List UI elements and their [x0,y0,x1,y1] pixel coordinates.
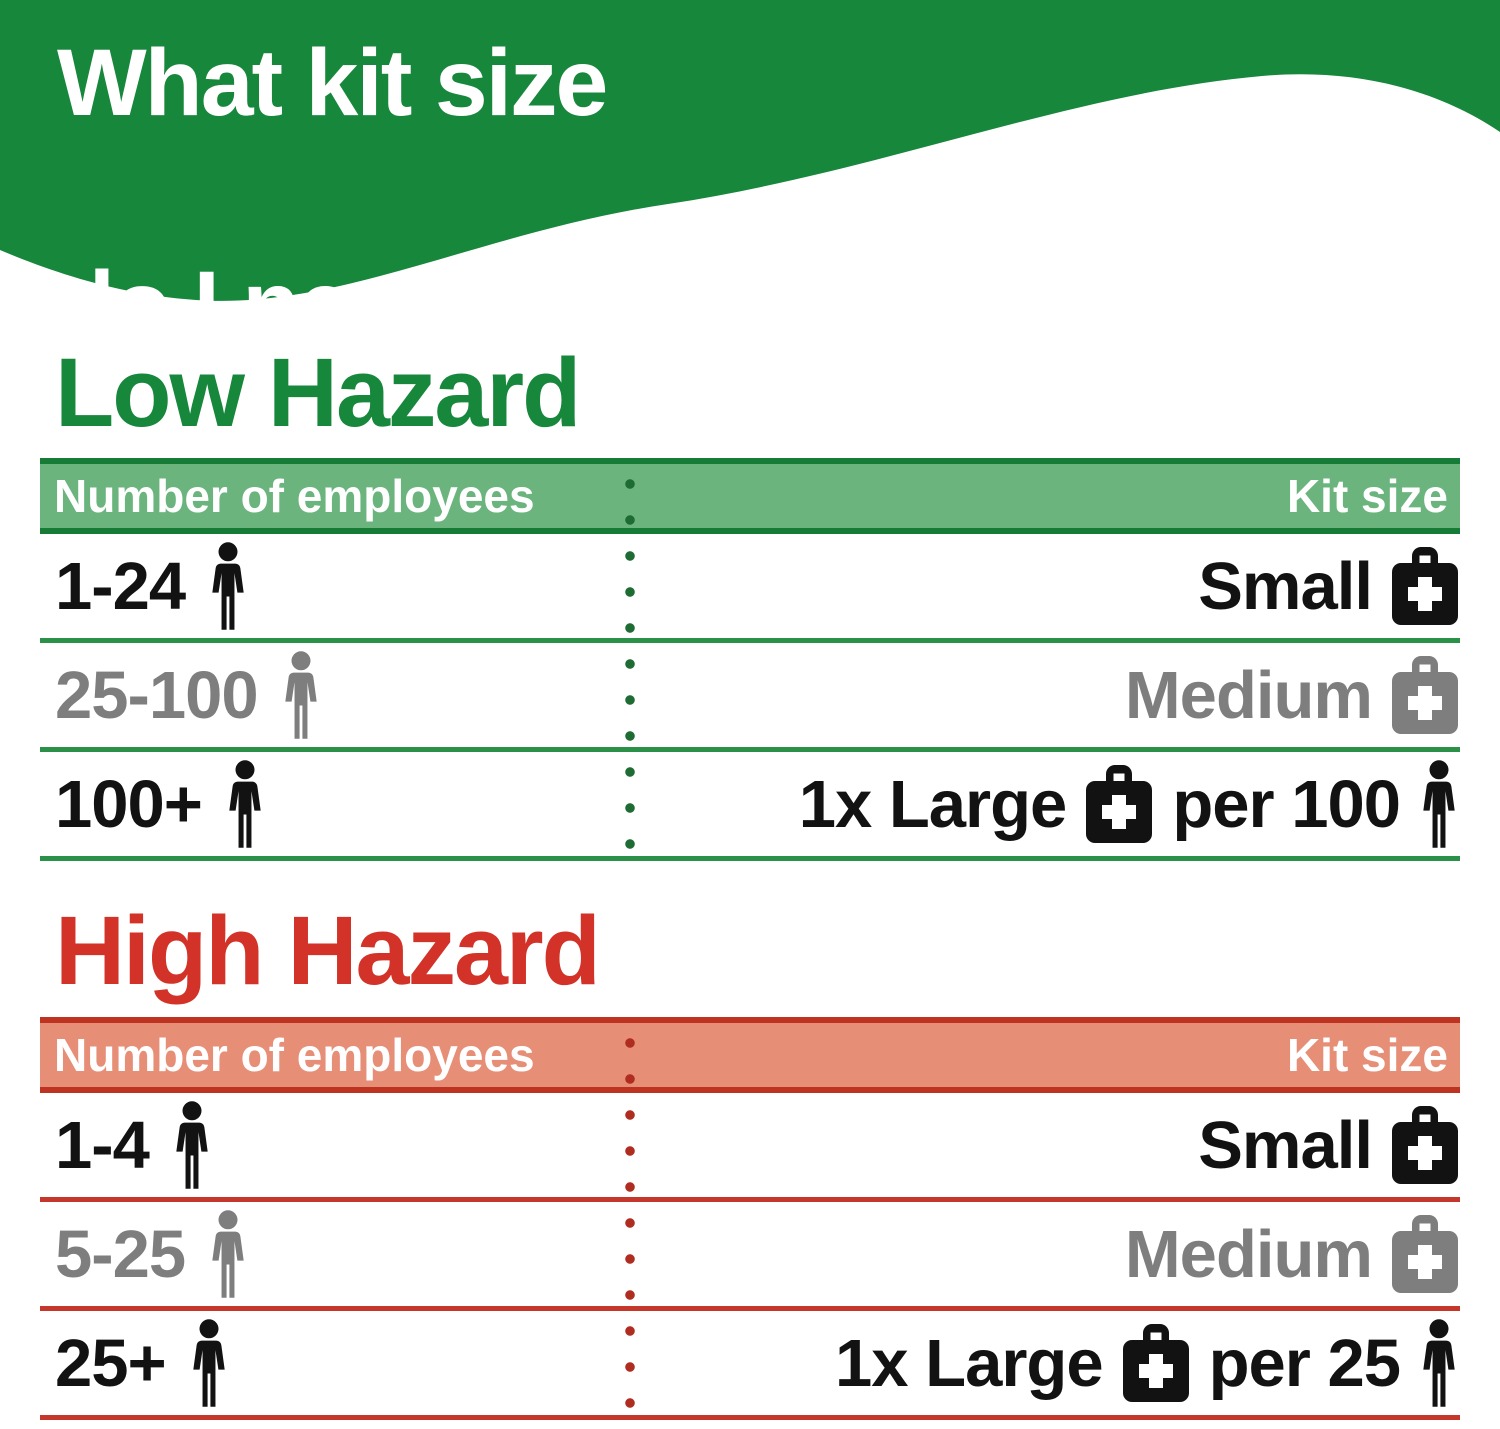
first-aid-kit-icon [1122,1324,1189,1402]
employee-range: 25+ [55,1325,167,1401]
high-table-header: Number of employees Kit size [40,1017,1460,1093]
employee-range: 25-100 [55,657,259,733]
employees-cell: 25-100 [55,651,320,739]
kit-size-column-header: Kit size [1286,470,1448,522]
employee-range: 1-24 [55,548,186,624]
high-hazard-heading: High Hazard [55,896,601,1005]
kit-size-label: Small [1198,548,1373,624]
kit-size-cell: 1x Large per 25 [835,1319,1458,1407]
kit-size-label: Small [1198,1107,1373,1183]
table-row: 25+ 1x Large per 25 [40,1311,1460,1420]
kit-size-prefix: 1x Large [835,1325,1104,1401]
employees-cell: 100+ [55,760,264,848]
first-aid-kit-icon [1392,656,1458,734]
person-icon [1423,760,1455,848]
first-aid-kit-icon [1392,547,1458,625]
employee-range: 1-4 [55,1107,150,1183]
person-icon [212,542,244,630]
kit-size-label: Medium [1124,1216,1373,1292]
person-icon [229,760,261,848]
column-divider-dotted-line [624,458,636,861]
low-hazard-table: Number of employees Kit size 1-24 Small … [40,458,1460,861]
table-row: 100+ 1x Large per 100 [40,752,1460,861]
person-icon [192,1319,225,1407]
kit-size-suffix: per 100 [1172,766,1401,842]
page-title-line1: What kit size [57,30,608,136]
kit-size-cell: Small [1198,1106,1458,1184]
employees-cell: 1-4 [55,1101,211,1189]
page-title-line2: do I need? [57,252,514,359]
kit-size-label: Medium [1124,657,1373,733]
person-icon [1423,1319,1455,1407]
table-row: 25-100 Medium [40,643,1460,752]
kit-size-cell: Medium [1125,1215,1458,1293]
low-table-header: Number of employees Kit size [40,458,1460,534]
table-row: 5-25 Medium [40,1202,1460,1311]
employees-cell: 25+ [55,1319,228,1407]
employees-cell: 5-25 [55,1210,247,1298]
kit-size-cell: Medium [1125,656,1458,734]
employee-range: 100+ [55,766,203,842]
kit-size-column-header: Kit size [1286,1029,1448,1081]
kit-size-suffix: per 25 [1208,1325,1401,1401]
person-icon [212,1210,244,1298]
employees-cell: 1-24 [55,542,247,630]
person-icon [176,1101,208,1189]
table-row: 1-4 Small [40,1093,1460,1202]
kit-size-cell: 1x Large per 100 [799,760,1458,848]
first-aid-kit-icon [1392,1106,1458,1184]
first-aid-kit-icon [1086,765,1153,843]
first-aid-kit-icon [1392,1215,1458,1293]
column-divider-dotted-line [624,1017,636,1420]
page-title: What kit size do I need? [57,28,608,361]
employees-column-header: Number of employees [54,470,535,522]
employees-column-header: Number of employees [54,1029,535,1081]
kit-size-cell: Small [1198,547,1458,625]
high-hazard-table: Number of employees Kit size 1-4 Small 5… [40,1017,1460,1420]
kit-size-prefix: 1x Large [798,766,1068,842]
person-icon [284,651,317,739]
banner-wave-shape [0,0,1500,301]
low-hazard-heading: Low Hazard [55,338,581,447]
employee-range: 5-25 [55,1216,186,1292]
table-row: 1-24 Small [40,534,1460,643]
